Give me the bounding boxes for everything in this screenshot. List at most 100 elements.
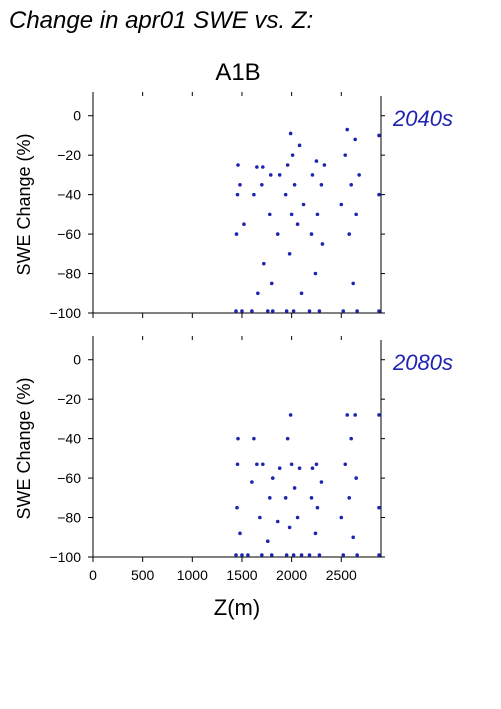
data-point bbox=[289, 212, 294, 217]
data-point bbox=[250, 480, 254, 484]
data-point bbox=[284, 553, 289, 557]
data-point bbox=[347, 232, 352, 236]
data-point bbox=[377, 192, 381, 197]
data-point bbox=[377, 553, 381, 557]
data-point bbox=[255, 462, 259, 467]
data-point bbox=[238, 182, 242, 187]
data-point bbox=[288, 131, 293, 136]
data-point bbox=[319, 182, 324, 187]
data-point bbox=[320, 242, 325, 246]
data-point bbox=[260, 182, 264, 187]
data-point bbox=[283, 192, 288, 197]
data-point bbox=[256, 291, 260, 296]
data-point bbox=[234, 553, 238, 557]
data-point bbox=[238, 531, 242, 536]
data-point bbox=[235, 192, 240, 197]
data-point bbox=[261, 462, 265, 467]
data-point bbox=[295, 515, 300, 520]
data-point bbox=[268, 173, 273, 177]
data-point bbox=[353, 413, 357, 417]
page-title: Change in apr01 SWE vs. Z: bbox=[9, 7, 313, 34]
y-tick-label: 0 bbox=[73, 352, 81, 368]
data-point bbox=[355, 553, 359, 557]
data-point bbox=[291, 309, 296, 313]
data-point bbox=[267, 212, 272, 217]
data-point bbox=[269, 553, 274, 557]
data-point bbox=[351, 535, 355, 540]
data-point bbox=[269, 281, 274, 286]
data-point bbox=[347, 496, 352, 500]
data-point bbox=[297, 466, 302, 471]
data-point bbox=[235, 505, 239, 510]
data-point bbox=[288, 413, 293, 417]
data-point bbox=[314, 159, 319, 163]
x-tick-label: 2500 bbox=[326, 567, 357, 583]
data-point bbox=[236, 436, 240, 441]
data-point bbox=[357, 173, 361, 177]
data-point bbox=[299, 291, 304, 296]
panel-2040s: 0 −20 −40 −60 −80 −100 SWE Change (%) 2040s bbox=[14, 92, 453, 321]
data-point bbox=[309, 232, 314, 236]
data-point bbox=[354, 476, 358, 480]
data-point bbox=[341, 553, 346, 557]
data-point bbox=[313, 271, 318, 276]
data-point bbox=[260, 553, 264, 557]
data-point bbox=[307, 553, 312, 557]
data-point bbox=[275, 519, 280, 524]
data-point bbox=[317, 553, 322, 557]
data-point bbox=[240, 309, 244, 313]
data-point bbox=[265, 309, 270, 313]
data-point bbox=[252, 436, 256, 441]
data-point bbox=[277, 466, 282, 471]
data-point bbox=[343, 153, 348, 157]
data-point bbox=[262, 261, 266, 266]
data-point bbox=[339, 515, 344, 520]
y-tick-label: −20 bbox=[57, 391, 81, 407]
data-point bbox=[255, 165, 259, 169]
data-point bbox=[307, 309, 312, 313]
data-point bbox=[275, 232, 280, 236]
data-point bbox=[355, 309, 359, 313]
x-tick-label: 1000 bbox=[177, 567, 208, 583]
data-point bbox=[287, 525, 292, 530]
y-axis-label: SWE Change (%) bbox=[14, 377, 34, 519]
data-point bbox=[345, 127, 350, 132]
data-point bbox=[343, 462, 348, 467]
data-point bbox=[353, 137, 357, 142]
data-point bbox=[377, 309, 381, 313]
data-point bbox=[246, 553, 250, 557]
data-point bbox=[277, 173, 282, 177]
data-point bbox=[261, 165, 265, 169]
data-point bbox=[315, 212, 320, 217]
data-point bbox=[285, 436, 290, 441]
data-point bbox=[349, 182, 354, 187]
y-tick-label: −80 bbox=[57, 266, 81, 282]
data-point bbox=[310, 173, 315, 177]
data-point bbox=[265, 539, 270, 544]
scenario-label: A1B bbox=[215, 59, 260, 86]
y-tick-label: −60 bbox=[57, 226, 81, 242]
data-point bbox=[317, 309, 322, 313]
data-point bbox=[341, 309, 346, 313]
x-axis-label: Z(m) bbox=[214, 595, 260, 620]
data-point bbox=[236, 163, 240, 167]
data-point bbox=[242, 222, 246, 227]
data-point bbox=[315, 505, 320, 510]
data-point bbox=[354, 212, 358, 217]
data-point bbox=[258, 515, 262, 520]
data-point bbox=[270, 476, 275, 480]
data-point bbox=[234, 232, 239, 236]
panel-2080s: 0 −20 −40 −60 −80 −100 0 500 1000 1500 2000 2500 SWE… bbox=[14, 336, 453, 620]
data-point bbox=[267, 496, 272, 500]
y-tick-label: −100 bbox=[49, 549, 81, 565]
data-point bbox=[285, 163, 290, 167]
data-point bbox=[345, 413, 350, 417]
data-point bbox=[287, 252, 292, 256]
y-tick-label: −60 bbox=[57, 470, 81, 486]
data-point bbox=[377, 413, 381, 417]
data-point bbox=[284, 309, 289, 313]
data-point bbox=[250, 309, 254, 313]
x-tick-label: 2000 bbox=[276, 567, 307, 583]
y-tick-label: −40 bbox=[57, 431, 81, 447]
